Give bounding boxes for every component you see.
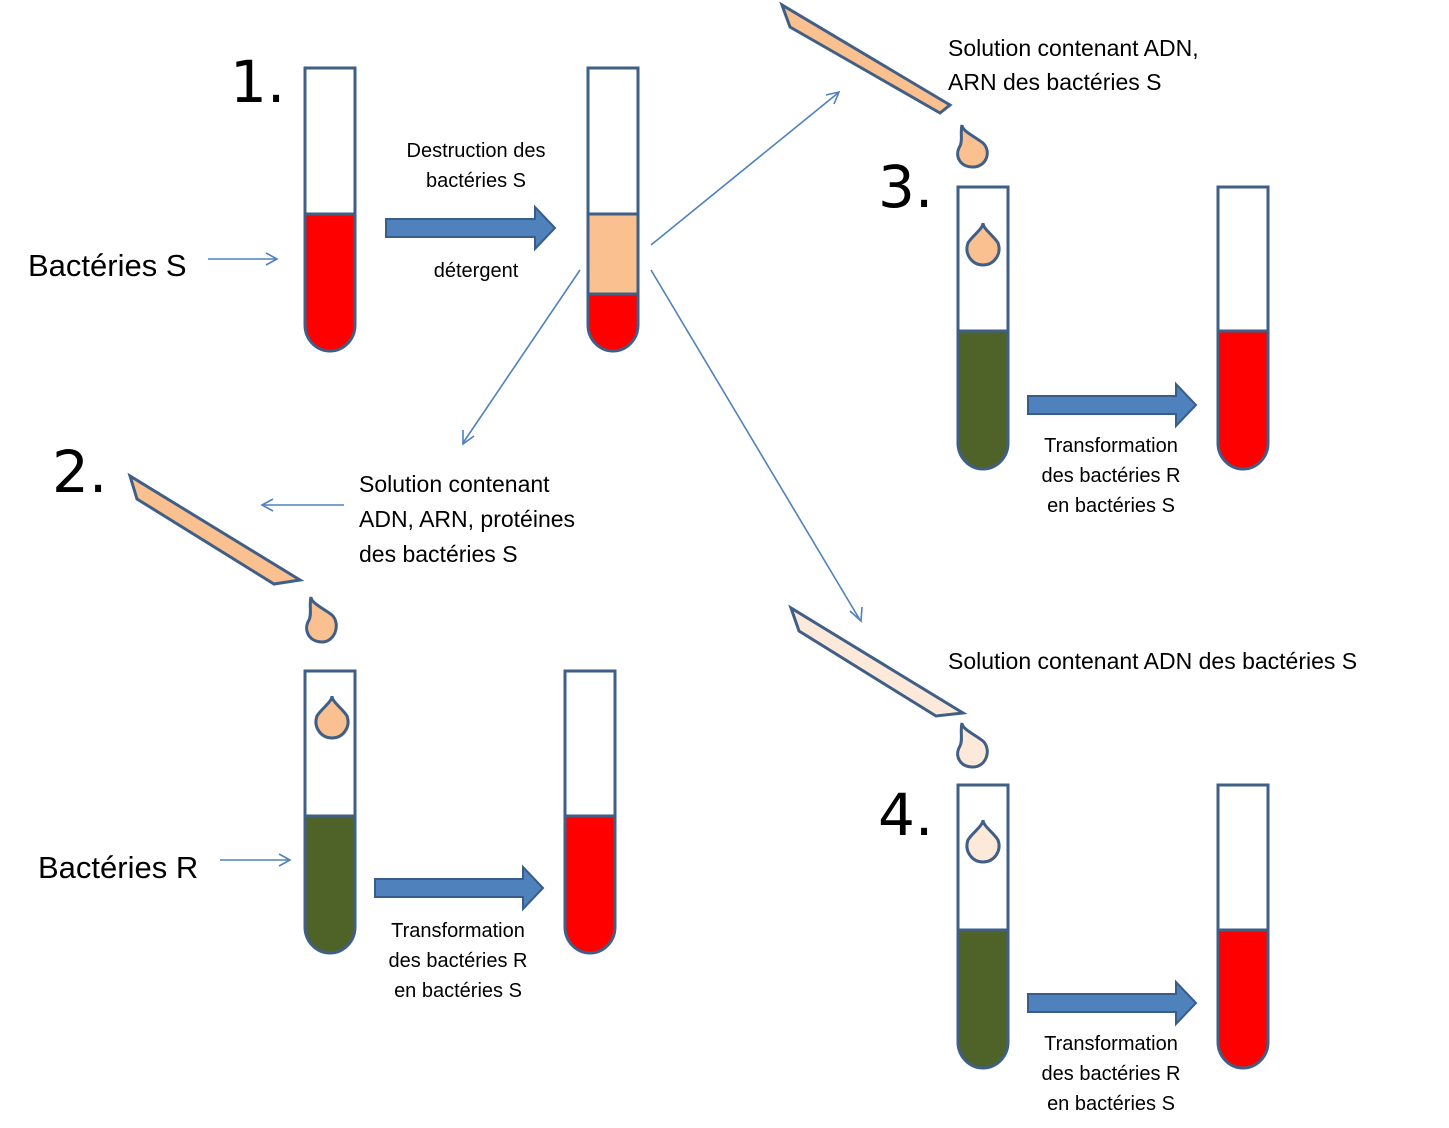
solution2-label-line2: ADN, ARN, protéines bbox=[359, 506, 575, 532]
pipette-step3 bbox=[779, 1, 953, 115]
tube-step2-bacteria-r bbox=[303, 669, 357, 955]
bacteria-s-pointer-arrow bbox=[208, 252, 279, 266]
tube-step4-bacteria-r bbox=[956, 783, 1010, 1070]
transformation3-line3: en bactéries S bbox=[1047, 495, 1175, 517]
destruction-label-line1: Destruction des bbox=[407, 140, 546, 162]
solution2-label-line3: des bactéries S bbox=[359, 541, 518, 567]
drop-falling-step4 bbox=[956, 722, 989, 769]
bacteria-r-label: Bactéries R bbox=[38, 850, 198, 885]
bacteria-r-pointer-arrow bbox=[220, 853, 292, 867]
tube-step3-bacteria-r bbox=[956, 185, 1010, 471]
transformation2-line3: en bactéries S bbox=[394, 980, 522, 1002]
green-culture-fill bbox=[958, 331, 1008, 469]
step-4-number: 4. bbox=[878, 781, 933, 849]
transformation3-line1: Transformation bbox=[1044, 435, 1178, 457]
transformation2-line2: des bactéries R bbox=[389, 950, 528, 972]
green-culture-fill bbox=[958, 930, 1008, 1068]
destruction-label-line2: bactéries S bbox=[426, 170, 526, 192]
arrow-to-step4 bbox=[650, 269, 863, 623]
tube-bacteria-s bbox=[303, 66, 357, 353]
arrow-to-step3 bbox=[650, 90, 841, 246]
drop-falling-step2 bbox=[305, 596, 338, 644]
lysate-layer bbox=[588, 214, 638, 294]
arrow-to-step2 bbox=[462, 269, 581, 446]
transformation-arrow-step4 bbox=[1027, 979, 1198, 1027]
red-culture-fill bbox=[1218, 930, 1268, 1068]
drop-in-tube-step4 bbox=[965, 819, 1001, 864]
green-culture-fill bbox=[305, 816, 355, 953]
transformation4-line1: Transformation bbox=[1044, 1033, 1178, 1055]
detergent-label: détergent bbox=[434, 260, 519, 282]
bacteria-s-label: Bactéries S bbox=[28, 248, 187, 283]
tube-step3-result bbox=[1216, 185, 1270, 471]
step-3-number: 3. bbox=[878, 153, 933, 221]
solution4-label: Solution contenant ADN des bactéries S bbox=[948, 648, 1357, 674]
transformation4-line2: des bactéries R bbox=[1042, 1063, 1181, 1085]
red-pellet-fill bbox=[588, 294, 638, 351]
red-culture-fill bbox=[305, 214, 355, 351]
step-2-number: 2. bbox=[52, 438, 107, 506]
tube-step4-result bbox=[1216, 783, 1270, 1070]
tube-step2-result bbox=[563, 669, 617, 955]
transformation3-line2: des bactéries R bbox=[1042, 465, 1181, 487]
transformation-arrow-step3 bbox=[1027, 381, 1198, 429]
solution2-pointer-arrow bbox=[260, 498, 344, 512]
solution2-label-line1: Solution contenant bbox=[359, 471, 550, 497]
drop-in-tube-step2 bbox=[314, 695, 350, 740]
transformation-arrow-step2 bbox=[374, 864, 545, 912]
tube-lysate bbox=[586, 66, 640, 353]
step-1-number: 1. bbox=[230, 48, 285, 116]
solution3-label-line1: Solution contenant ADN, bbox=[948, 35, 1199, 61]
red-culture-fill bbox=[1218, 331, 1268, 469]
pipette-step2 bbox=[127, 472, 305, 586]
transformation2-line1: Transformation bbox=[391, 920, 525, 942]
solution3-label-line2: ARN des bactéries S bbox=[948, 69, 1161, 95]
drop-in-tube-step3 bbox=[965, 222, 1001, 267]
drop-falling-step3 bbox=[956, 124, 989, 169]
pipette-step4 bbox=[788, 604, 968, 718]
transformation4-line3: en bactéries S bbox=[1047, 1093, 1175, 1115]
destruction-arrow bbox=[385, 204, 557, 252]
red-culture-fill bbox=[565, 816, 615, 953]
